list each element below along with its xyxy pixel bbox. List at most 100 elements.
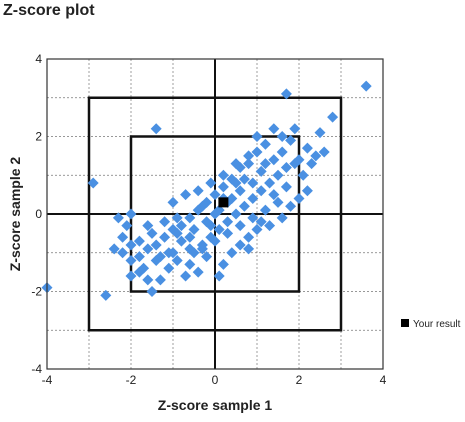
data-point [247,193,259,204]
data-point [213,224,225,235]
legend: Your result [401,319,461,330]
data-point [247,177,259,189]
data-point [280,162,292,173]
your-result-point [218,197,229,208]
data-point [209,235,221,247]
data-point [159,231,171,243]
y-tick-label: 2 [35,130,42,144]
data-point [159,216,171,228]
data-point [272,196,284,208]
data-point [276,212,288,224]
data-point [314,127,326,139]
data-points [41,80,372,301]
data-point [234,185,246,197]
data-point [213,270,225,282]
data-point [243,243,255,255]
data-point [289,123,301,135]
data-point [234,239,246,251]
data-point [259,138,271,150]
data-point [184,212,196,224]
data-point [243,158,255,170]
x-tick-label: -2 [126,373,137,387]
data-point [184,243,196,255]
data-point [125,208,137,220]
legend-label-your-result: Your result [413,319,461,330]
data-point [146,286,158,297]
data-point [133,235,145,247]
data-point [276,131,288,142]
data-point [117,231,129,243]
data-point [196,200,208,212]
data-point [230,177,242,189]
data-point [121,220,133,232]
data-point [171,255,183,266]
data-point [146,227,158,239]
y-axis-label: Z-score sample 2 [7,157,23,272]
data-point [167,247,179,259]
data-point [205,177,217,189]
data-point [222,216,234,228]
data-point [171,227,183,239]
data-point [180,189,192,201]
data-point [255,185,267,197]
data-point [175,235,187,247]
data-point [318,146,330,158]
y-tick-label: -4 [31,362,42,376]
y-tick-label: -2 [31,285,42,299]
data-point [255,165,267,177]
data-point [167,196,179,208]
data-point [108,243,120,255]
data-point [209,208,221,220]
data-point [230,158,242,170]
x-tick-label: -4 [42,373,53,387]
data-point [142,274,154,286]
data-point [268,154,280,166]
data-point [255,216,267,228]
data-point [268,189,280,201]
data-point [188,224,200,235]
data-point [138,262,150,274]
data-point [125,255,137,266]
data-point [154,251,166,263]
data-point [280,88,292,100]
data-point [259,158,271,170]
data-point [247,212,259,224]
data-point [217,181,229,193]
data-point [150,123,162,135]
data-point [192,266,204,278]
data-point [272,169,284,181]
data-point [285,134,297,146]
data-point [184,231,196,243]
data-point [306,158,318,170]
data-point [251,146,263,158]
x-tick-label: 0 [212,373,219,387]
data-point [268,123,280,135]
data-point [243,150,255,162]
data-point [205,220,217,232]
data-point [117,247,129,259]
data-point [234,220,246,232]
data-point [238,173,250,185]
data-point [226,247,238,259]
legend-swatch-your-result [401,319,409,327]
data-point [297,169,309,181]
tick-labels: -4 -2 0 2 4 4 2 0 -2 -4 [31,52,386,387]
data-point [175,220,187,232]
data-point [180,270,192,282]
data-point [209,189,221,201]
data-point [360,80,372,92]
x-tick-label: 2 [296,373,303,387]
data-point [243,231,255,243]
data-point [100,289,112,301]
data-point [289,158,301,170]
data-point [112,212,124,224]
data-point [125,239,137,251]
data-point [264,220,276,232]
data-point [125,270,137,282]
data-point [171,212,183,224]
data-point [87,177,99,189]
data-point [293,193,305,204]
data-point [251,131,263,142]
data-point [280,181,292,193]
